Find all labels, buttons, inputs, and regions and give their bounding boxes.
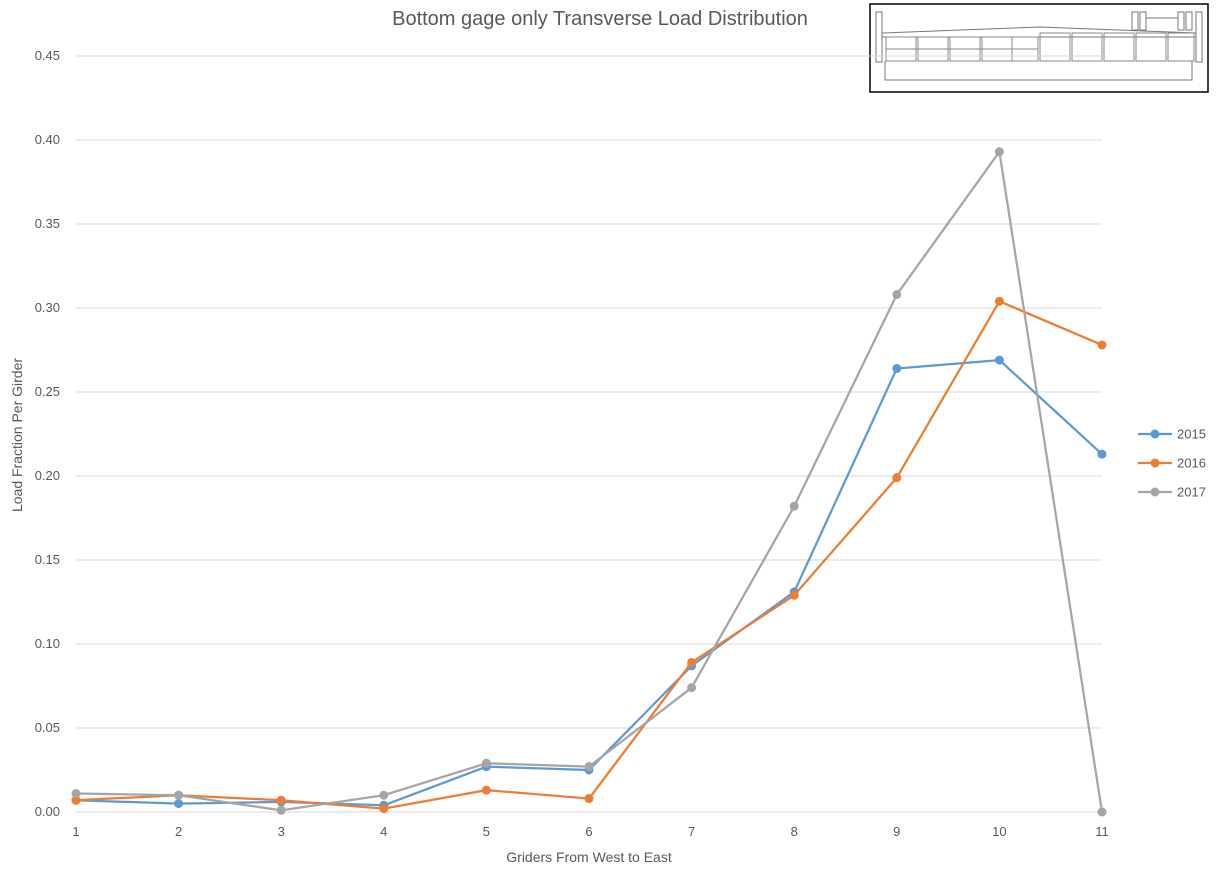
bridge-cross-section-thumbnail	[869, 3, 1209, 93]
series-2017	[71, 147, 1107, 817]
y-tick-label: 0.45	[35, 48, 60, 63]
legend-label: 2015	[1177, 427, 1206, 442]
data-point	[71, 795, 81, 805]
data-point	[379, 804, 389, 814]
data-point	[789, 501, 799, 511]
x-tick-label: 2	[175, 824, 182, 839]
y-tick-label: 0.15	[35, 552, 60, 567]
legend-item-2015: 2015	[1138, 427, 1206, 442]
y-tick-label: 0.40	[35, 132, 60, 147]
legend-marker	[1150, 429, 1160, 439]
data-point	[481, 785, 491, 795]
legend: 2015 2016 2017	[1138, 427, 1206, 500]
data-point	[892, 473, 902, 483]
data-point	[276, 805, 286, 815]
y-tick-label: 0.05	[35, 720, 60, 735]
data-point	[174, 799, 184, 809]
data-point	[584, 794, 594, 804]
series-2015	[71, 355, 1107, 810]
y-tick-label: 0.00	[35, 804, 60, 819]
y-axis-label: Load Fraction Per Girder	[9, 358, 25, 512]
legend-item-2016: 2016	[1138, 456, 1206, 471]
data-point	[1097, 449, 1107, 459]
legend-marker	[1150, 458, 1160, 468]
y-axis-ticks: 0.00 0.05 0.10 0.15 0.20 0.25 0.30 0.35 0.40 0.45	[35, 48, 60, 819]
data-point	[892, 290, 902, 300]
data-point	[481, 758, 491, 768]
series-2016	[71, 296, 1107, 814]
data-point	[687, 683, 697, 693]
x-tick-label: 7	[688, 824, 695, 839]
x-tick-label: 4	[380, 824, 387, 839]
x-tick-label: 5	[483, 824, 490, 839]
x-tick-label: 9	[893, 824, 900, 839]
data-point	[584, 762, 594, 772]
y-tick-label: 0.20	[35, 468, 60, 483]
series-layer	[71, 147, 1107, 817]
chart-title: Bottom gage only Transverse Load Distrib…	[392, 8, 808, 30]
y-tick-label: 0.10	[35, 636, 60, 651]
series-line	[75, 300, 1103, 810]
legend-label: 2016	[1177, 456, 1206, 471]
y-tick-label: 0.25	[35, 384, 60, 399]
data-point	[994, 296, 1004, 306]
data-point	[1097, 807, 1107, 817]
data-point	[174, 790, 184, 800]
x-tick-label: 11	[1095, 824, 1109, 839]
x-tick-label: 3	[278, 824, 285, 839]
series-line	[75, 358, 1103, 807]
series-line	[75, 150, 1104, 813]
y-tick-label: 0.35	[35, 216, 60, 231]
data-point	[71, 789, 81, 799]
gridlines	[76, 55, 1102, 729]
legend-marker	[1150, 487, 1160, 497]
data-point	[789, 590, 799, 600]
x-tick-label: 6	[585, 824, 592, 839]
data-point	[379, 790, 389, 800]
x-axis-ticks: 1 2 3 4 5 6 7 8 9 10 11	[72, 824, 1108, 839]
data-point	[687, 657, 697, 667]
x-tick-label: 1	[72, 824, 79, 839]
legend-item-2017: 2017	[1138, 485, 1206, 500]
data-point	[892, 363, 902, 373]
x-axis-label: Griders From West to East	[506, 849, 672, 865]
data-point	[994, 147, 1004, 157]
y-tick-label: 0.30	[35, 300, 60, 315]
x-tick-label: 8	[791, 824, 798, 839]
data-point	[276, 795, 286, 805]
data-point	[1097, 340, 1107, 350]
x-tick-label: 10	[992, 824, 1006, 839]
data-point	[994, 355, 1004, 365]
legend-label: 2017	[1177, 485, 1206, 500]
